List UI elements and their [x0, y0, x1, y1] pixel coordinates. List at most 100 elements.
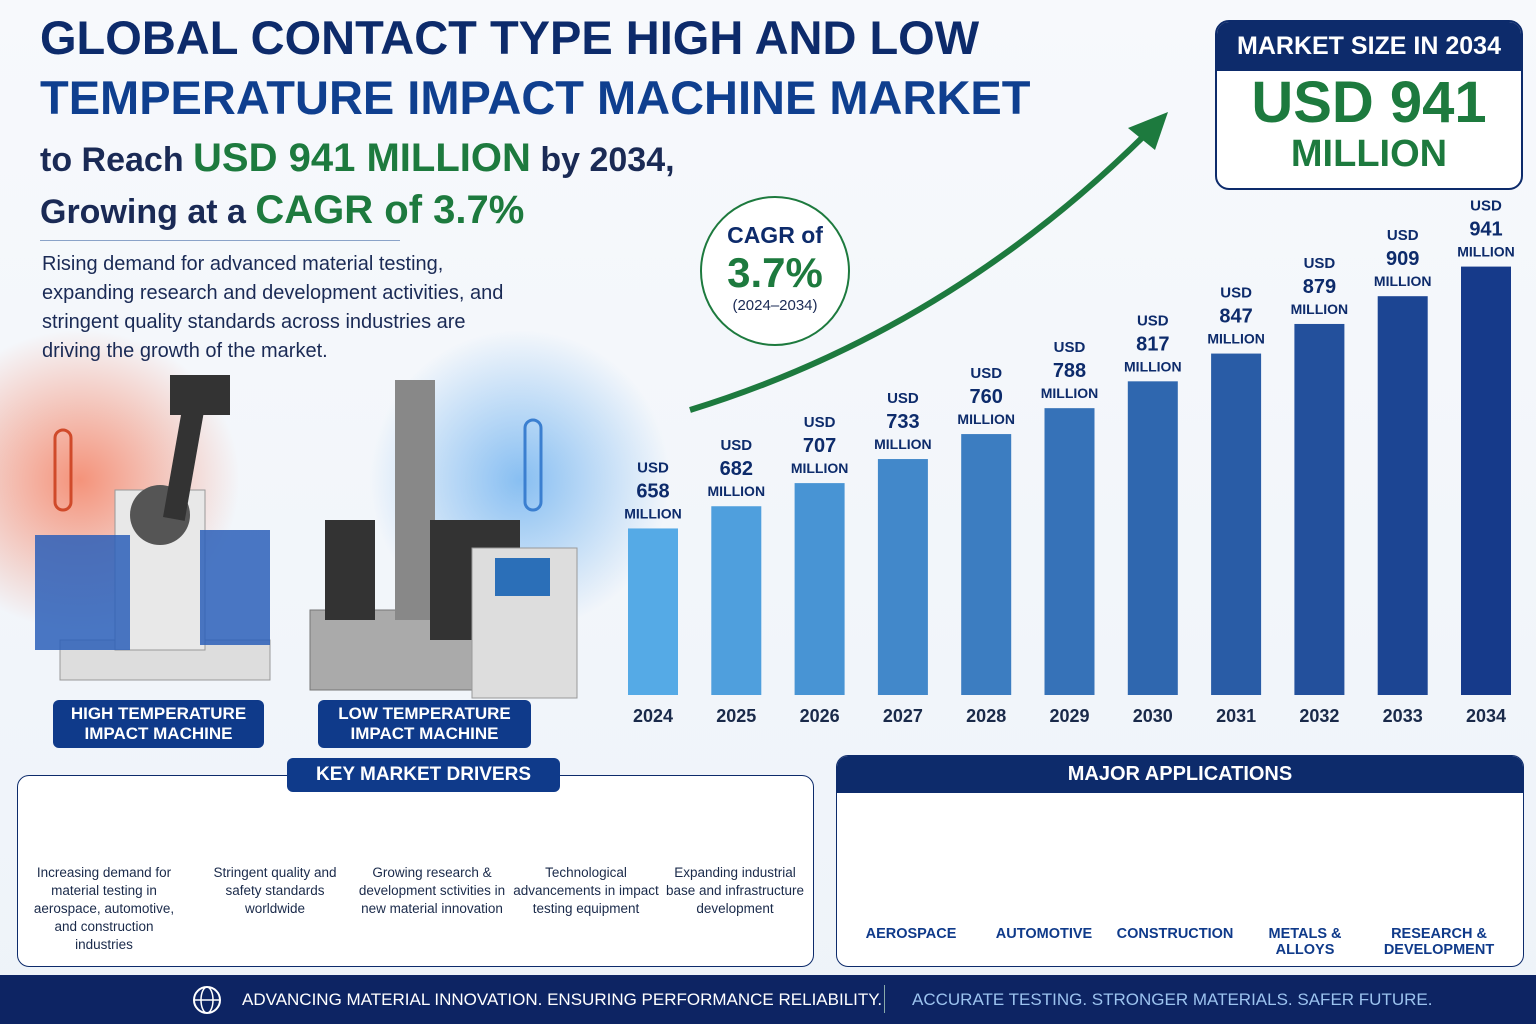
value-label: 941: [1469, 219, 1502, 241]
footer-divider: [884, 985, 885, 1013]
cagr-label: CAGR of: [727, 222, 823, 248]
value-prefix: USD: [1220, 285, 1252, 302]
x-tick-label: 2024: [633, 706, 673, 726]
value-label: 879: [1303, 276, 1336, 298]
application-label: CONSTRUCTION: [1116, 926, 1234, 942]
value-suffix: MILLION: [1291, 301, 1349, 317]
value-label: 817: [1136, 333, 1169, 355]
x-tick-label: 2031: [1216, 706, 1256, 726]
value-prefix: USD: [1470, 198, 1502, 215]
driver-text: Increasing demand for material testing i…: [33, 865, 175, 952]
machine-label: LOW TEMPERATURE IMPACT MACHINE: [318, 700, 531, 748]
bar: [1294, 323, 1345, 695]
high-temp-machine: [35, 375, 271, 681]
bar: [1377, 296, 1428, 695]
drivers-box: [17, 775, 814, 967]
market-size-label: MARKET SIZE IN 2034: [1217, 22, 1521, 71]
title: TEMPERATURE IMPACT MACHINE MARKET: [40, 71, 1031, 124]
footer-right: ACCURATE TESTING. STRONGER MATERIALS. SA…: [912, 990, 1433, 1009]
value-suffix: MILLION: [957, 411, 1015, 427]
value-prefix: USD: [720, 437, 752, 454]
value-label: 707: [803, 435, 836, 457]
machine-label: HIGH TEMPERATURE IMPACT MACHINE: [53, 700, 264, 748]
bar: [711, 506, 762, 695]
value-label: 847: [1219, 306, 1252, 328]
value-suffix: MILLION: [874, 436, 932, 452]
drivers-title: KEY MARKET DRIVERS: [287, 758, 560, 792]
subtitle: Growing at a CAGR of 3.7%: [40, 188, 524, 233]
value-prefix: USD: [1137, 312, 1169, 329]
bar: [1211, 353, 1262, 695]
x-tick-label: 2032: [1299, 706, 1339, 726]
text: Growing at a: [40, 193, 246, 231]
value-prefix: USD: [887, 390, 919, 407]
driver-text: Stringent quality and safety standards w…: [213, 865, 337, 916]
x-tick-label: 2025: [716, 706, 756, 726]
text: to Reach: [40, 141, 184, 179]
driver-text: Expanding industrial base and infrastruc…: [665, 865, 805, 916]
market-size-unit: MILLION: [1290, 133, 1448, 175]
title: GLOBAL CONTACT TYPE HIGH AND LOW: [40, 11, 980, 64]
value-suffix: MILLION: [1207, 331, 1265, 347]
footer-left: ADVANCING MATERIAL INNOVATION. ENSURING …: [242, 990, 883, 1009]
text: by 2034,: [540, 141, 675, 179]
x-tick-label: 2034: [1466, 706, 1506, 726]
value-label: 788: [1053, 360, 1086, 382]
x-tick-label: 2029: [1049, 706, 1089, 726]
application-label: RESEARCH & DEVELOPMENT: [1383, 926, 1495, 958]
x-tick-label: 2026: [800, 706, 840, 726]
value-label: 682: [720, 458, 753, 480]
x-tick-label: 2028: [966, 706, 1006, 726]
application-label: METALS & ALLOYS: [1268, 926, 1342, 958]
market-size-box: MARKET SIZE IN 2034 USD 941 MILLION: [1215, 20, 1523, 190]
application-label: AUTOMOTIVE: [995, 926, 1093, 942]
x-tick-label: 2030: [1133, 706, 1173, 726]
highlight: USD 941 MILLION: [193, 136, 531, 180]
divider: [40, 240, 400, 241]
value-prefix: USD: [1387, 227, 1419, 244]
arrow-head: [1128, 112, 1168, 150]
value-prefix: USD: [637, 459, 669, 476]
value-suffix: MILLION: [791, 460, 849, 476]
value-suffix: MILLION: [1041, 385, 1099, 401]
value-suffix: MILLION: [1374, 273, 1432, 289]
bar: [1044, 408, 1095, 695]
value-label: 733: [886, 411, 919, 433]
value-suffix: MILLION: [1457, 244, 1515, 260]
value-prefix: USD: [970, 365, 1002, 382]
subtitle: to Reach USD 941 MILLION by 2034,: [40, 136, 675, 181]
cagr-period: (2024–2034): [732, 297, 818, 314]
globe-icon: [193, 986, 221, 1014]
value-label: 909: [1386, 248, 1419, 270]
highlight: CAGR of 3.7%: [255, 188, 525, 232]
driver-text: Technological advancements in impact tes…: [513, 865, 659, 916]
driver-text: Growing research & development sctivitie…: [358, 865, 506, 916]
cagr-circle: CAGR of 3.7% (2024–2034): [700, 196, 850, 346]
description: Rising demand for advanced material test…: [42, 253, 504, 362]
cagr-value: 3.7%: [727, 249, 823, 296]
value-label: 658: [636, 480, 669, 502]
bar: [794, 483, 845, 695]
low-temp-machine: [309, 380, 578, 699]
market-size-value: USD 941: [1251, 70, 1487, 135]
x-tick-label: 2033: [1383, 706, 1423, 726]
value-suffix: MILLION: [708, 483, 766, 499]
value-label: 760: [970, 386, 1003, 408]
footer: ADVANCING MATERIAL INNOVATION. ENSURING …: [0, 975, 1536, 1024]
application-label: AEROSPACE: [865, 926, 957, 942]
bar: [1127, 381, 1178, 695]
value-prefix: USD: [804, 414, 836, 431]
value-suffix: MILLION: [624, 505, 682, 521]
value-suffix: MILLION: [1124, 358, 1182, 374]
value-prefix: USD: [1054, 339, 1086, 356]
bar: [961, 434, 1012, 695]
bar: [877, 459, 928, 695]
bar: [628, 528, 678, 695]
x-tick-label: 2027: [883, 706, 923, 726]
bar: [1461, 266, 1511, 695]
applications-box: MAJOR APPLICATIONS: [836, 755, 1524, 967]
applications-title: MAJOR APPLICATIONS: [837, 756, 1523, 793]
growth-arrow: [689, 127, 1153, 413]
value-prefix: USD: [1304, 255, 1336, 272]
